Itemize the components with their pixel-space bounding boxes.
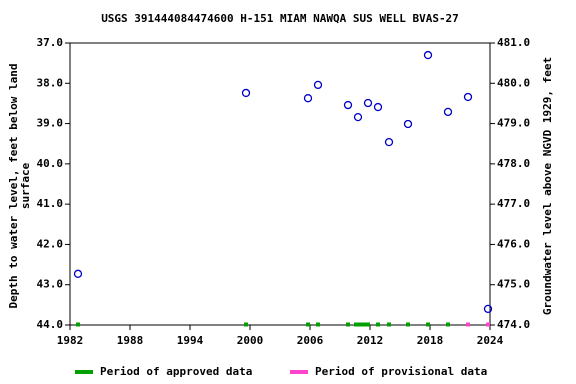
data-point bbox=[373, 102, 383, 112]
data-point bbox=[73, 269, 83, 278]
y-tick-label: 38.0 bbox=[37, 76, 64, 89]
data-point bbox=[313, 80, 323, 90]
y2-tick-label: 478.0 bbox=[497, 157, 530, 170]
period-marker bbox=[486, 322, 490, 327]
data-point bbox=[403, 119, 413, 129]
legend-label: Period of provisional data bbox=[315, 365, 487, 378]
x-tick-label: 1988 bbox=[117, 334, 144, 347]
plot-frame bbox=[69, 42, 491, 326]
period-marker bbox=[244, 322, 248, 327]
y2-tick-label: 479.0 bbox=[497, 117, 530, 130]
data-point bbox=[384, 137, 394, 147]
data-point bbox=[463, 92, 473, 102]
x-tick-label: 2024 bbox=[477, 334, 504, 347]
y-axis-label: surface bbox=[19, 162, 32, 209]
period-marker bbox=[358, 322, 362, 327]
data-point bbox=[303, 94, 313, 103]
period-marker bbox=[446, 322, 450, 327]
x-tick-label: 2000 bbox=[237, 334, 264, 347]
x-tick-label: 1994 bbox=[177, 334, 204, 347]
y2-tick-label: 475.0 bbox=[497, 278, 530, 291]
y-axis-label: Depth to water level, feet below land bbox=[7, 63, 20, 308]
y-tick-label: 41.0 bbox=[37, 197, 64, 210]
y2-tick-label: 480.0 bbox=[497, 76, 530, 89]
x-tick-label: 1982 bbox=[57, 334, 84, 347]
y-tick-label: 43.0 bbox=[37, 278, 64, 291]
period-marker bbox=[366, 322, 370, 327]
y-tick-label: 37.0 bbox=[37, 36, 64, 49]
period-marker bbox=[316, 322, 320, 327]
data-point bbox=[343, 100, 353, 110]
data-point bbox=[363, 98, 373, 108]
period-marker bbox=[362, 322, 366, 327]
y2-tick-label: 481.0 bbox=[497, 36, 530, 49]
period-marker bbox=[406, 322, 410, 327]
y-tick-label: 42.0 bbox=[37, 237, 64, 250]
period-marker bbox=[306, 322, 310, 327]
y2-tick-label: 474.0 bbox=[497, 318, 530, 331]
period-marker bbox=[426, 322, 430, 327]
period-marker bbox=[76, 322, 80, 327]
period-marker bbox=[466, 322, 470, 327]
period-marker bbox=[376, 322, 380, 327]
x-tick-label: 2018 bbox=[417, 334, 444, 347]
data-point bbox=[443, 107, 453, 117]
y2-tick-label: 477.0 bbox=[497, 197, 530, 210]
y2-tick-label: 476.0 bbox=[497, 237, 530, 250]
x-tick-label: 2012 bbox=[357, 334, 384, 347]
x-tick-label: 2006 bbox=[297, 334, 324, 347]
data-point bbox=[241, 88, 251, 98]
data-point bbox=[423, 50, 433, 60]
y-tick-label: 44.0 bbox=[37, 318, 64, 331]
period-marker bbox=[354, 322, 358, 327]
chart-title: USGS 391444084474600 H-151 MIAM NAWQA SU… bbox=[101, 12, 459, 25]
period-marker bbox=[387, 322, 391, 327]
data-point bbox=[483, 304, 493, 314]
period-marker bbox=[346, 322, 350, 327]
data-point bbox=[353, 112, 363, 122]
y2-axis-label: Groundwater level above NGVD 1929, feet bbox=[541, 57, 554, 315]
legend-label: Period of approved data bbox=[100, 365, 252, 378]
y-tick-label: 40.0 bbox=[37, 157, 64, 170]
y-tick-label: 39.0 bbox=[37, 117, 64, 130]
